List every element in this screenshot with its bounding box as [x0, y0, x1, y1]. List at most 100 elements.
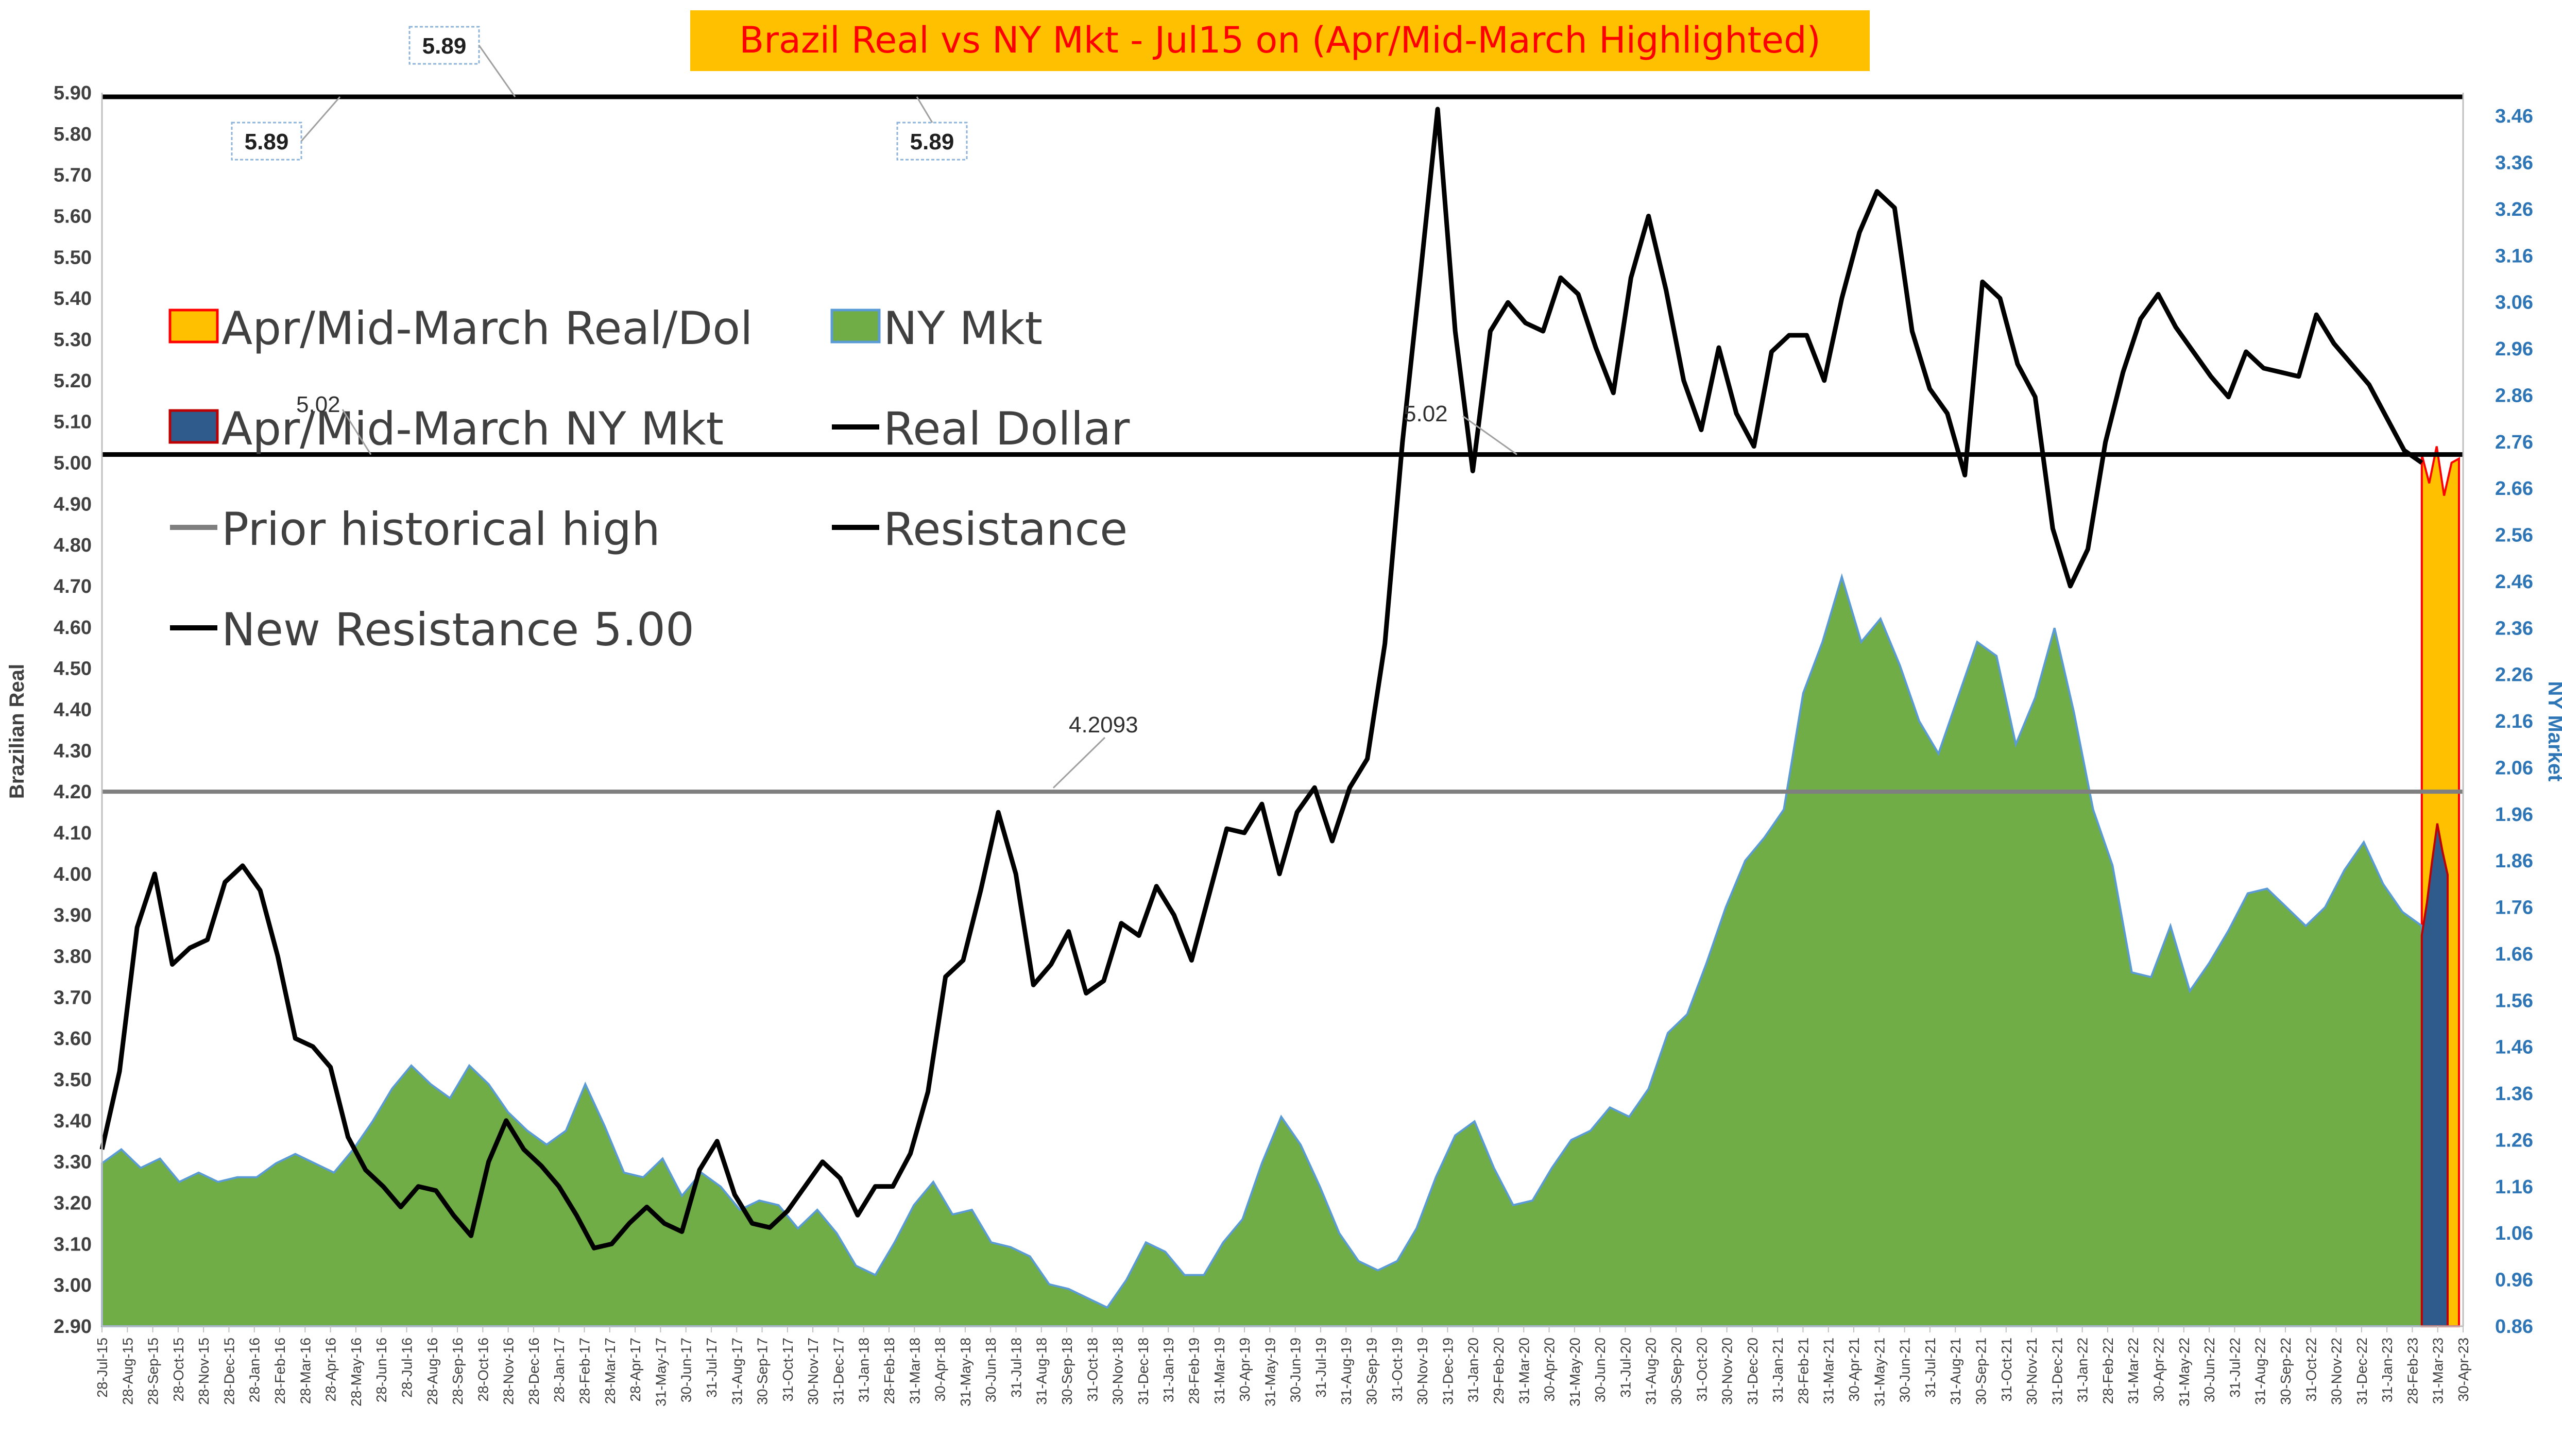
- legend-item: NY Mkt: [830, 302, 1043, 355]
- x-tick-label: 31-Aug-22: [2252, 1338, 2268, 1405]
- right-tick-label: 1.86: [2495, 850, 2533, 872]
- x-tick-label: 28-Feb-19: [1186, 1338, 1202, 1404]
- x-tick-label: 28-Jan-16: [247, 1338, 263, 1402]
- x-tick-label: 31-May-22: [2176, 1338, 2192, 1407]
- right-tick-label: 0.96: [2495, 1270, 2533, 1291]
- x-tick-label: 30-Sep-17: [755, 1338, 771, 1405]
- right-tick-label: 1.76: [2495, 897, 2533, 919]
- x-tick-label: 30-Apr-21: [1846, 1338, 1862, 1402]
- x-tick-label: 30-Apr-18: [932, 1338, 948, 1402]
- left-tick-label: 3.50: [54, 1069, 92, 1091]
- left-tick-label: 5.10: [54, 412, 92, 433]
- x-tick-label: 28-Aug-16: [424, 1338, 440, 1405]
- x-tick-label: 28-Apr-17: [627, 1338, 643, 1402]
- left-tick-label: 5.60: [54, 206, 92, 228]
- x-tick-label: 30-Nov-19: [1414, 1338, 1430, 1405]
- x-tick-label: 31-Oct-22: [2303, 1338, 2319, 1402]
- right-tick-label: 3.36: [2495, 152, 2533, 174]
- right-tick-label: 2.66: [2495, 478, 2533, 500]
- left-axis-tick-labels: 2.90 3.00 3.10 3.20 3.30 3.40 3.50 3.60 3.70 3.80…: [54, 82, 92, 1338]
- chart-title-text: Brazil Real vs NY Mkt - Jul15 on (Apr/Mi…: [739, 19, 1821, 61]
- legend-swatch: [168, 409, 219, 444]
- legend-swatch: [168, 309, 219, 344]
- legend-label: New Resistance 5.00: [221, 603, 694, 656]
- left-tick-label: 3.00: [54, 1275, 92, 1296]
- x-tick-label: 28-Feb-21: [1796, 1338, 1812, 1404]
- x-tick-label: 28-Jun-16: [373, 1338, 389, 1402]
- legend-label: Resistance: [883, 503, 1128, 556]
- right-tick-label: 3.46: [2495, 106, 2533, 127]
- x-tick-label: 28-Mar-16: [297, 1338, 313, 1404]
- area-apr-mid-march-ny-mkt: [2420, 823, 2449, 1327]
- x-tick-label: 30-Jun-22: [2201, 1338, 2217, 1402]
- x-tick-label: 28-Dec-16: [526, 1338, 542, 1405]
- right-tick-label: 1.36: [2495, 1083, 2533, 1105]
- chart-title-background: [690, 10, 1870, 71]
- reference-lines: [102, 94, 2463, 794]
- x-tick-label: 31-Aug-19: [1338, 1338, 1354, 1405]
- x-tick-label: 31-Mar-19: [1211, 1338, 1227, 1404]
- x-tick-label: 31-Dec-21: [2049, 1338, 2065, 1405]
- x-tick-label: 31-Aug-17: [729, 1338, 745, 1405]
- chart-title: Brazil Real vs NY Mkt - Jul15 on (Apr/Mi…: [690, 10, 1870, 71]
- left-tick-label: 4.30: [54, 740, 92, 762]
- x-tick-label: 31-Jul-21: [1922, 1338, 1938, 1398]
- legend-item: New Resistance 5.00: [170, 603, 694, 656]
- x-tick-label: 30-Sep-20: [1668, 1338, 1684, 1405]
- x-tick-label: 31-Oct-21: [1999, 1338, 2014, 1402]
- left-tick-label: 4.10: [54, 823, 92, 844]
- x-tick-label: 31-Jan-23: [2379, 1338, 2395, 1402]
- annotation-5-89-center: 5.89: [910, 129, 954, 155]
- annotation-leader: [341, 409, 372, 455]
- right-tick-label: 2.96: [2495, 338, 2533, 360]
- annotation-leader: [300, 96, 341, 142]
- x-tick-label: 31-Jan-21: [1770, 1338, 1786, 1402]
- annotations: 5.89 5.89 5.89 5.02 5.02 4.2093: [231, 26, 1517, 789]
- left-tick-label: 4.20: [54, 781, 92, 803]
- x-tick-label: 28-Jul-15: [94, 1338, 110, 1398]
- right-tick-label: 1.96: [2495, 804, 2533, 826]
- legend-item: Apr/Mid-March NY Mkt: [168, 402, 724, 455]
- x-tick-label: 30-Jun-17: [678, 1338, 694, 1402]
- x-tick-label: 30-Jun-19: [1288, 1338, 1304, 1402]
- x-tick-label: 31-Oct-18: [1084, 1338, 1100, 1402]
- x-tick-label: 31-Dec-17: [830, 1338, 846, 1405]
- right-tick-label: 1.46: [2495, 1037, 2533, 1058]
- x-tick-label: 30-Apr-22: [2151, 1338, 2167, 1402]
- legend-item: Prior historical high: [170, 503, 660, 556]
- x-tick-label: 30-Nov-18: [1110, 1338, 1126, 1405]
- legend-label: NY Mkt: [883, 302, 1043, 355]
- right-tick-label: 3.26: [2495, 199, 2533, 220]
- annotation-5-89-left-box: [231, 122, 302, 161]
- x-tick-label: 31-Jul-17: [704, 1338, 720, 1398]
- left-tick-label: 5.80: [54, 124, 92, 145]
- x-tick-label: 31-Oct-17: [780, 1338, 796, 1402]
- left-tick-label: 3.70: [54, 987, 92, 1008]
- x-tick-label: 31-Dec-20: [1745, 1338, 1761, 1405]
- x-tick-label: 31-Mar-23: [2430, 1338, 2446, 1404]
- x-tick-label: 28-Jan-17: [551, 1338, 567, 1402]
- left-tick-label: 2.90: [54, 1316, 92, 1338]
- right-tick-label: 2.56: [2495, 525, 2533, 546]
- x-tick-label: 28-Sep-15: [145, 1338, 161, 1405]
- area-ny-mkt: [101, 573, 2423, 1327]
- right-tick-label: 2.16: [2495, 711, 2533, 732]
- x-tick-label: 30-Nov-21: [2024, 1338, 2040, 1405]
- x-tick-label: 30-Apr-23: [2455, 1338, 2471, 1402]
- left-tick-label: 3.40: [54, 1110, 92, 1132]
- legend-label: Apr/Mid-March Real/Dol: [221, 302, 753, 355]
- legend-label: Real Dollar: [883, 402, 1130, 455]
- left-tick-label: 5.50: [54, 247, 92, 268]
- right-tick-label: 2.86: [2495, 385, 2533, 406]
- x-tick-label: 28-Feb-18: [881, 1338, 897, 1404]
- x-tick-label: 30-Nov-17: [805, 1338, 821, 1405]
- x-tick-label: 30-Sep-19: [1364, 1338, 1380, 1405]
- x-tick-label: 31-Mar-18: [907, 1338, 923, 1404]
- right-tick-label: 2.36: [2495, 618, 2533, 639]
- x-tick-label: 31-Mar-21: [1821, 1338, 1837, 1404]
- annotation-leader: [478, 45, 516, 97]
- left-tick-label: 4.50: [54, 658, 92, 680]
- x-tick-label: 28-Sep-16: [450, 1338, 466, 1405]
